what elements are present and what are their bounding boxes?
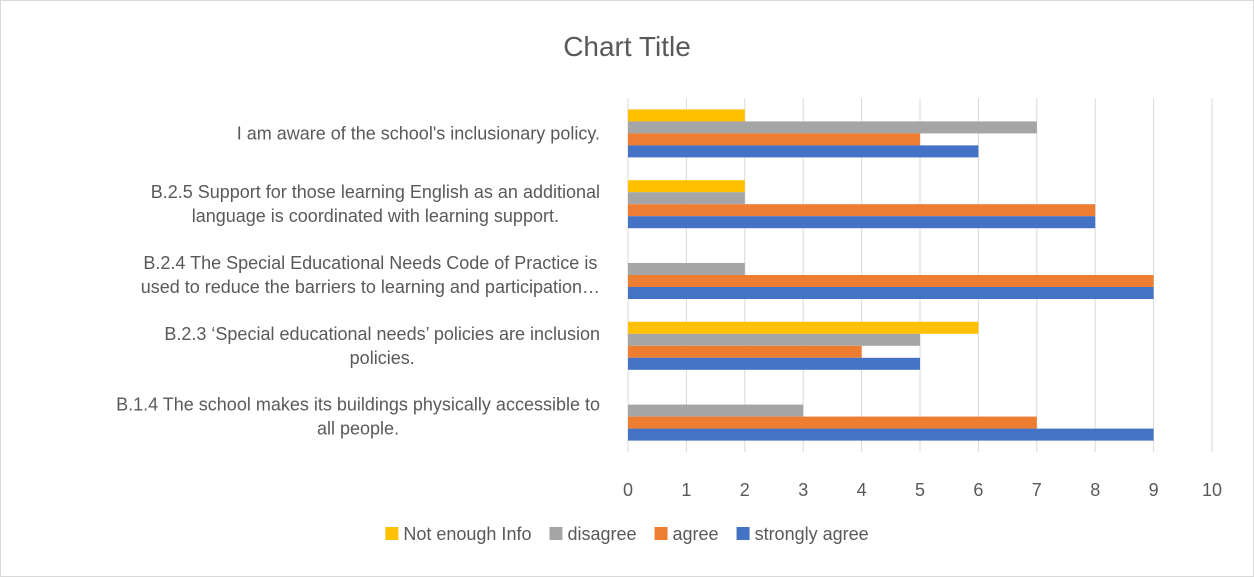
category-label: I am aware of the school's inclusionary … [237, 123, 600, 143]
category-label: B.2.4 The Special Educational Needs Code… [141, 253, 600, 297]
category-label-line: language is coordinated with learning su… [192, 206, 559, 226]
legend-label: agree [673, 524, 719, 544]
category-label-line: B.2.4 The Special Educational Needs Code… [143, 253, 597, 273]
bar [628, 345, 862, 358]
legend-swatch [385, 527, 399, 540]
bar [628, 109, 745, 122]
legend-swatch [654, 527, 668, 540]
bar [628, 121, 1037, 134]
category-label-line: all people. [317, 419, 399, 439]
x-tick-label: 9 [1149, 480, 1159, 500]
category-label: B.2.5 Support for those learning English… [151, 182, 600, 226]
bar [628, 180, 745, 193]
category-label-line: I am aware of the school's inclusionary … [237, 123, 600, 143]
legend-label: strongly agree [755, 524, 869, 544]
category-label-line: B.2.3 ‘Special educational needs’ polici… [164, 324, 600, 344]
bars [628, 109, 1154, 441]
legend-label: disagree [567, 524, 636, 544]
category-label: B.1.4 The school makes its buildings phy… [116, 395, 600, 439]
bar [628, 357, 920, 370]
x-tick-label: 5 [915, 480, 925, 500]
chart-title: Chart Title [563, 31, 691, 62]
x-tick-label: 7 [1032, 480, 1042, 500]
legend: Not enough Info disagree agree strongly agr… [385, 524, 869, 544]
x-tick-label: 3 [798, 480, 808, 500]
legend-item: disagree [549, 524, 637, 544]
category-label-line: used to reduce the barriers to learning … [141, 277, 600, 297]
bar [628, 287, 1154, 299]
x-tick-label: 8 [1090, 480, 1100, 500]
x-tick-label: 1 [681, 480, 691, 500]
bar [628, 133, 920, 146]
bar [628, 333, 920, 346]
bar [628, 216, 1096, 229]
bar [628, 204, 1096, 217]
bar [628, 321, 979, 334]
bar [628, 145, 979, 158]
x-tick-labels: 0 1 2 3 4 5 6 7 8 9 10 [623, 480, 1222, 500]
category-label-line: policies. [350, 348, 415, 368]
legend-item: agree [654, 524, 719, 544]
bar [628, 275, 1154, 287]
x-tick-label: 10 [1202, 480, 1222, 500]
bar [628, 192, 745, 205]
category-label-line: B.2.5 Support for those learning English… [151, 182, 600, 202]
bar [628, 428, 1154, 441]
x-tick-label: 6 [973, 480, 983, 500]
bar [628, 404, 804, 417]
x-tick-label: 4 [857, 480, 867, 500]
legend-swatch [549, 527, 563, 540]
category-label: B.2.3 ‘Special educational needs’ polici… [164, 324, 600, 368]
legend-swatch [736, 527, 750, 540]
legend-label: Not enough Info [403, 524, 531, 544]
legend-item: Not enough Info [385, 524, 531, 544]
legend-item: strongly agree [736, 524, 869, 544]
bar [628, 416, 1037, 429]
bar [628, 263, 745, 275]
category-label-line: B.1.4 The school makes its buildings phy… [116, 395, 600, 415]
x-tick-label: 0 [623, 480, 633, 500]
x-tick-label: 2 [740, 480, 750, 500]
category-labels: I am aware of the school's inclusionary … [116, 123, 600, 438]
